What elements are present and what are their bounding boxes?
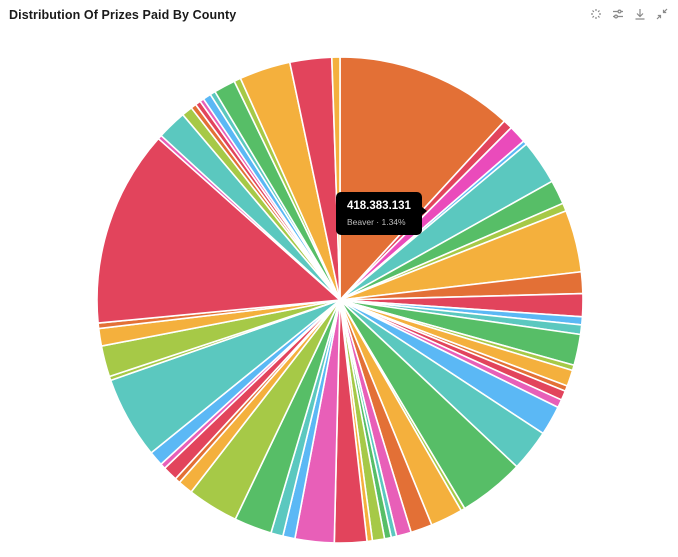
tooltip-label: Beaver · 1.34% (347, 217, 406, 227)
chart-title: Distribution Of Prizes Paid By County (9, 8, 237, 22)
refresh-icon (591, 9, 601, 19)
chart-tooltip: 418.383.131 Beaver · 1.34% (336, 192, 427, 235)
pie-slice[interactable] (96, 137, 341, 324)
filter-settings-button[interactable] (610, 6, 626, 22)
collapse-icon (656, 8, 668, 20)
pie-slice[interactable] (339, 56, 506, 301)
download-icon (635, 9, 645, 20)
collapse-button[interactable] (654, 6, 670, 22)
tooltip-value: 418.383.131 (347, 200, 411, 212)
download-button[interactable] (632, 6, 648, 22)
filter-settings-icon (613, 9, 623, 19)
chart-toolbar (588, 6, 670, 22)
pie-slice[interactable] (331, 56, 341, 301)
refresh-button[interactable] (588, 6, 604, 22)
